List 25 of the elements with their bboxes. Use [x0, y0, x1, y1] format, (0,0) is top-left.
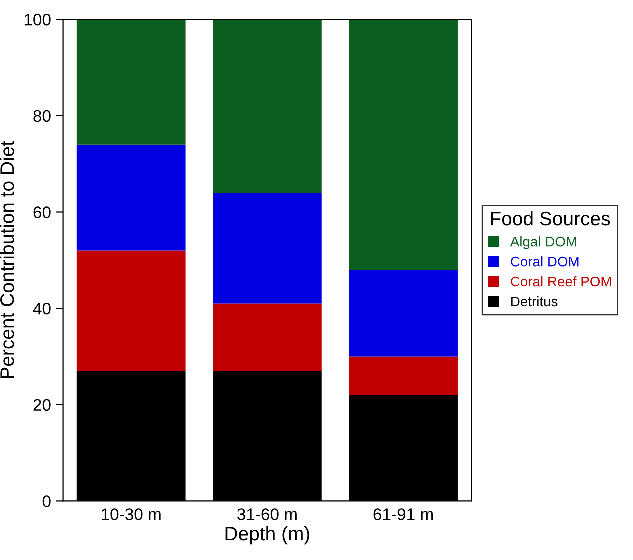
bar — [349, 356, 458, 396]
y-tick-label: 60 — [34, 206, 51, 218]
bar — [76, 250, 186, 372]
legend-label: Detritus — [512, 296, 558, 307]
bar — [213, 20, 322, 193]
y-tick-label: 100 — [24, 14, 51, 26]
bar — [76, 144, 186, 251]
legend-label: Algal DOM — [510, 236, 576, 250]
y-axis-title: Percent Contribution to Diet — [0, 141, 14, 378]
bar — [76, 20, 186, 145]
y-tick-label: 0 — [42, 496, 51, 508]
bar — [213, 304, 322, 372]
legend-label: Coral DOM — [511, 256, 579, 267]
x-tick-label: 10-30 m — [102, 508, 161, 520]
x-tick-label: 31-60 m — [238, 508, 297, 520]
bar — [213, 192, 322, 304]
y-tick-label: 20 — [34, 399, 51, 412]
x-tick-label: 61-91 m — [374, 508, 434, 520]
y-tick-label: 40 — [33, 302, 51, 315]
bar — [349, 20, 458, 270]
y-tick-label: 80 — [34, 110, 51, 122]
bar — [349, 270, 458, 357]
x-axis-title: Depth (m) — [226, 526, 310, 545]
legend-label: Coral Reef POM — [511, 276, 612, 287]
legend-title: Food Sources — [491, 211, 610, 226]
